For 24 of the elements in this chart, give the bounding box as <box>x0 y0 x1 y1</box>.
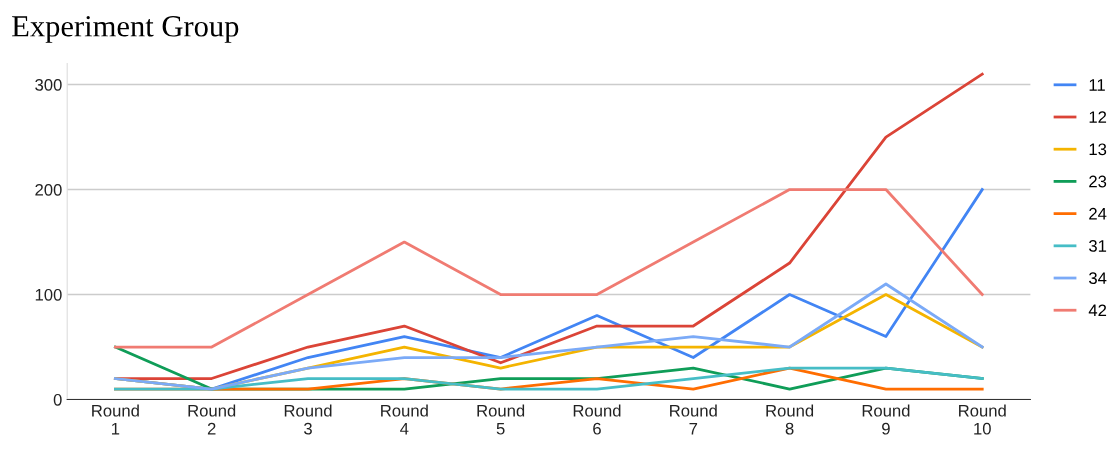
y-tick-label: 300 <box>35 78 62 91</box>
x-tick-label: Round 2 <box>188 404 236 435</box>
x-tick-label: Round 7 <box>670 404 717 435</box>
legend-label: 24 <box>1089 207 1107 220</box>
x-tick-label: Round 4 <box>381 404 428 435</box>
legend-label: 11 <box>1089 79 1105 91</box>
y-tick-label: 0 <box>53 393 62 406</box>
legend-label: 12 <box>1089 111 1107 123</box>
x-tick-label: Round 1 <box>92 404 139 435</box>
legend-label: 34 <box>1089 272 1107 285</box>
legend-label: 31 <box>1089 240 1107 252</box>
x-tick-label: Round 8 <box>766 404 814 435</box>
x-tick-label: Round 6 <box>573 404 621 435</box>
legend-label: 42 <box>1088 304 1107 317</box>
y-tick-label: 200 <box>35 183 62 196</box>
x-tick-label: Round 5 <box>477 404 525 435</box>
chart-title: Experiment Group <box>12 16 239 43</box>
x-tick-label: Round 3 <box>284 404 332 435</box>
x-tick-label: Round 10 <box>959 404 1006 435</box>
x-tick-label: Round 9 <box>862 404 910 435</box>
legend-label: 13 <box>1089 143 1107 156</box>
legend-label: 23 <box>1089 175 1107 188</box>
line-series <box>113 188 984 349</box>
y-tick-label: 100 <box>35 288 62 301</box>
